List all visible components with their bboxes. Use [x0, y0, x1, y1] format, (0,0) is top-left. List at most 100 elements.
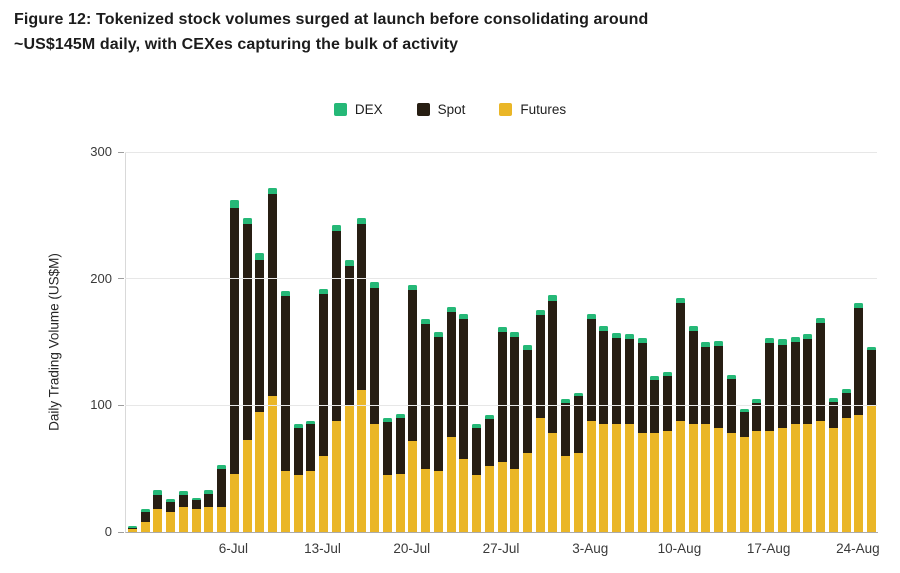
bar-segment-futures	[522, 453, 532, 532]
bar-segment-spot	[535, 315, 545, 418]
y-tick-label-200: 200	[90, 270, 112, 286]
bar-segment-spot	[663, 376, 673, 431]
bar-segment-dex	[178, 491, 188, 496]
bar-segment-spot	[370, 287, 380, 425]
bar-segment-spot	[178, 495, 188, 507]
bar-segment-futures	[573, 453, 583, 532]
bar-segment-futures	[357, 390, 367, 532]
bar-segment-dex	[510, 331, 520, 337]
bar-segment-futures	[816, 420, 826, 532]
bar-segment-spot	[599, 330, 609, 425]
bar-segment-dex	[382, 418, 392, 422]
bar-24-Jul	[459, 314, 469, 532]
bar-1-Jul	[166, 499, 176, 532]
bar-23-Aug	[841, 388, 851, 532]
figure-title-line-2: ~US$145M daily, with CEXes capturing the…	[14, 35, 459, 53]
bar-segment-futures	[370, 424, 380, 532]
bar-11-Jul	[293, 424, 303, 532]
bar-28-Jun	[127, 525, 137, 532]
bar-1-Aug	[561, 399, 571, 532]
bar-segment-spot	[433, 336, 443, 472]
bar-segment-dex	[497, 326, 507, 332]
bar-segment-dex	[612, 333, 622, 339]
bar-3-Aug	[586, 314, 596, 532]
bar-16-Jul	[357, 217, 367, 532]
bar-segment-futures	[268, 396, 278, 532]
bar-6-Aug	[624, 334, 634, 532]
bar-segment-futures	[726, 433, 736, 532]
y-axis-title: Daily Trading Volume (US$M)	[46, 253, 62, 431]
bar-segment-futures	[714, 428, 724, 532]
bar-segment-futures	[395, 473, 405, 532]
bar-5-Aug	[612, 333, 622, 532]
bar-segment-dex	[675, 297, 685, 303]
bar-segment-futures	[331, 420, 341, 532]
bar-5-Jul	[217, 464, 227, 532]
bar-19-Jul	[395, 414, 405, 532]
bar-segment-dex	[268, 187, 278, 194]
bar-segment-spot	[701, 347, 711, 425]
bar-segment-spot	[777, 344, 787, 429]
bar-segment-spot	[395, 418, 405, 474]
bar-segment-futures	[153, 509, 163, 532]
gridline-y-200	[125, 278, 877, 280]
bar-segment-futures	[319, 456, 329, 532]
bar-segment-spot	[421, 324, 431, 469]
bar-segment-dex	[573, 392, 583, 397]
bar-14-Jul	[331, 225, 341, 532]
bar-segment-dex	[790, 336, 800, 343]
bar-segment-futures	[739, 437, 749, 532]
bar-15-Jul	[344, 259, 354, 532]
bar-segment-spot	[319, 293, 329, 456]
bar-segment-futures	[433, 471, 443, 532]
bar-19-Aug	[790, 336, 800, 532]
bar-segment-futures	[497, 462, 507, 532]
bar-segment-futures	[140, 521, 150, 532]
bar-4-Aug	[599, 325, 609, 532]
bar-segment-dex	[484, 415, 494, 420]
bar-segment-dex	[586, 314, 596, 320]
bar-segment-dex	[726, 374, 736, 379]
bar-segment-spot	[739, 411, 749, 437]
y-tick-label-100: 100	[90, 397, 112, 413]
bar-segment-spot	[548, 301, 558, 434]
bar-segment-futures	[293, 475, 303, 532]
bar-segment-dex	[637, 338, 647, 344]
bar-segment-spot	[140, 511, 150, 522]
bar-17-Jul	[370, 282, 380, 532]
bar-segment-spot	[293, 428, 303, 475]
bar-21-Aug	[816, 317, 826, 532]
bar-9-Aug	[663, 372, 673, 532]
bar-segment-dex	[828, 397, 838, 402]
bar-segment-dex	[433, 331, 443, 337]
bar-13-Aug	[714, 340, 724, 532]
bar-segment-futures	[382, 475, 392, 532]
bar-segment-spot	[344, 266, 354, 406]
bar-segment-dex	[331, 225, 341, 231]
bar-segment-dex	[777, 339, 787, 345]
bar-segment-dex	[280, 291, 290, 297]
bar-segment-futures	[191, 509, 201, 532]
bar-segment-futures	[650, 433, 660, 532]
bar-segment-futures	[765, 430, 775, 532]
bar-segment-spot	[191, 500, 201, 510]
bar-segment-futures	[688, 424, 698, 532]
bar-segment-dex	[204, 490, 214, 495]
bar-segment-futures	[586, 420, 596, 532]
x-tick-label-24-Aug: 24-Aug	[836, 541, 880, 556]
bar-16-Aug	[752, 399, 762, 532]
bar-9-Jul	[268, 187, 278, 532]
bar-11-Aug	[688, 325, 698, 532]
bar-20-Jul	[408, 285, 418, 532]
bar-segment-dex	[535, 310, 545, 316]
bar-segment-futures	[803, 424, 813, 532]
bar-segment-spot	[255, 259, 265, 412]
bar-segment-futures	[828, 428, 838, 532]
bar-segment-spot	[127, 528, 137, 530]
bar-segment-futures	[752, 430, 762, 532]
x-tick-label-20-Jul: 20-Jul	[393, 541, 431, 556]
bar-segment-spot	[204, 494, 214, 507]
bar-segment-dex	[255, 253, 265, 260]
bar-segment-dex	[688, 325, 698, 331]
bar-segment-futures	[280, 471, 290, 532]
